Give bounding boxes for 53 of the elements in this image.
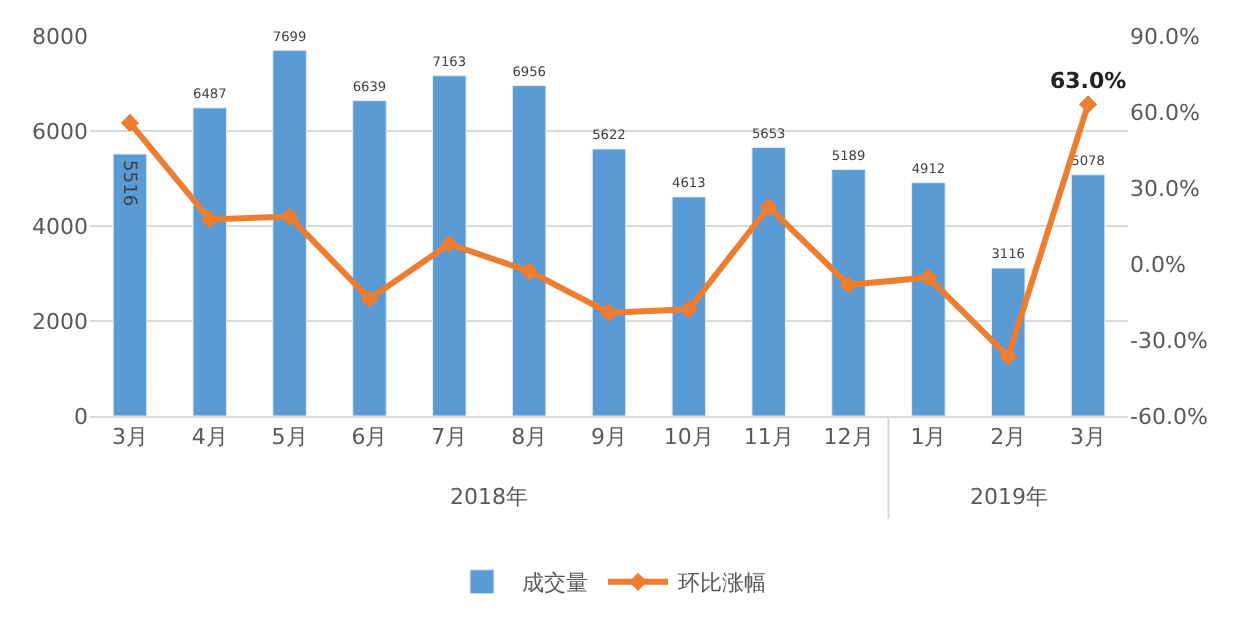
bar xyxy=(751,146,786,416)
bar xyxy=(192,107,228,416)
y2-tick-label: -60.0% xyxy=(1130,403,1208,430)
text: 2019年 xyxy=(970,484,1048,510)
point xyxy=(1078,95,1098,114)
y-tick-label: 0 xyxy=(74,403,88,430)
bar xyxy=(272,49,307,416)
bar xyxy=(352,100,387,416)
y-tick-label: 2000 xyxy=(32,308,88,335)
bar xyxy=(831,169,866,416)
bar xyxy=(591,148,627,416)
x-tick-label: 12月 xyxy=(823,424,874,451)
x-tick-label: 3月 xyxy=(1070,424,1107,451)
x-tick-label: 2月 xyxy=(990,424,1027,451)
y2-tick-label: 30.0% xyxy=(1130,175,1200,202)
y2-tick-label: -30.0% xyxy=(1130,327,1208,354)
x-tick-label: 9月 xyxy=(591,424,627,451)
point xyxy=(759,197,778,217)
y2-tick-label: 90.0% xyxy=(1130,23,1200,50)
bar xyxy=(1070,174,1106,416)
point xyxy=(120,113,140,132)
y2-tick-label: 0.0% xyxy=(1130,251,1186,278)
point xyxy=(440,234,459,254)
x-tick-label: 10月 xyxy=(663,424,714,451)
x-tick-label: 6月 xyxy=(351,424,388,451)
bar xyxy=(432,75,467,416)
bar xyxy=(511,85,547,416)
x-tick-label: 8月 xyxy=(511,424,548,451)
legend-label: 环比涨幅 xyxy=(678,570,766,597)
y-tick-label: 6000 xyxy=(32,118,88,145)
x-tick-label: 7月 xyxy=(431,424,468,451)
point xyxy=(520,262,539,281)
data-label: 63.0% xyxy=(1049,68,1127,95)
y-tick-label: 8000 xyxy=(32,23,88,50)
point xyxy=(360,289,379,309)
x-tick-label: 4月 xyxy=(191,424,228,451)
y2-tick-label: 60.0% xyxy=(1130,99,1200,126)
legend-label: 成交量 xyxy=(522,570,588,597)
point xyxy=(919,268,938,287)
point xyxy=(839,275,858,294)
point xyxy=(200,210,219,229)
bar xyxy=(112,153,148,416)
point xyxy=(999,347,1018,366)
bar xyxy=(911,182,946,416)
data-label: 5516 xyxy=(118,160,139,207)
x-tick-label: 11月 xyxy=(743,424,794,451)
bar xyxy=(671,196,707,416)
x-tick-label: 3月 xyxy=(111,424,148,451)
point xyxy=(599,303,619,322)
text: 2018年 xyxy=(450,484,528,510)
y-tick-label: 4000 xyxy=(32,213,88,240)
x-tick-label: 1月 xyxy=(910,424,947,451)
x-tick-label: 5月 xyxy=(271,424,308,451)
